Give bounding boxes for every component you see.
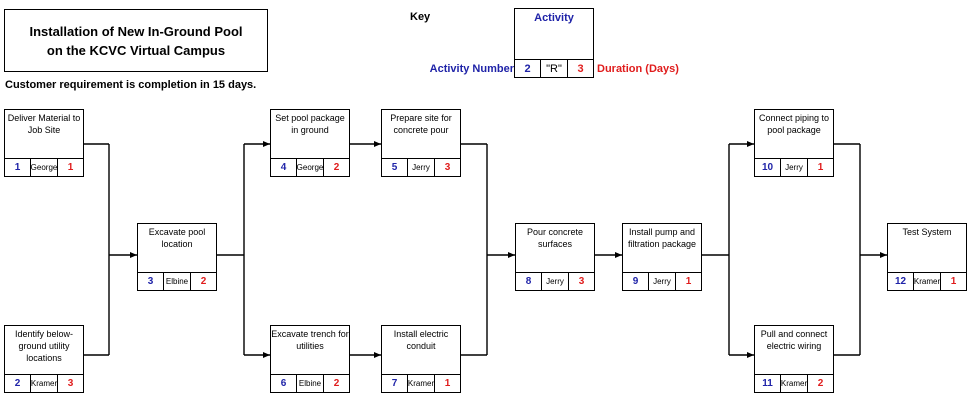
activity-resource: Elbine: [297, 375, 324, 392]
key-activity-number-label: Activity Number: [429, 63, 514, 75]
activity-number: 1: [5, 159, 31, 176]
activity-description: Excavate pool location: [148, 227, 206, 249]
activity-description: Excavate trench for utilities: [271, 329, 349, 351]
activity-resource: Kramer: [781, 375, 808, 392]
key-example-number: 2: [515, 60, 541, 77]
activity-description: Pour concrete surfaces: [526, 227, 584, 249]
activity-description: Install electric conduit: [393, 329, 449, 351]
activity-description: Connect piping to pool package: [758, 113, 830, 135]
activity-resource: George: [31, 159, 58, 176]
activity-number: 12: [888, 273, 914, 290]
customer-requirement: Customer requirement is completion in 15…: [5, 79, 257, 91]
activity-duration: 1: [950, 276, 957, 287]
activity-node: Test System 12 Kramer 1: [887, 223, 967, 291]
activity-resource: George: [297, 159, 324, 176]
activity-resource: Jerry: [408, 159, 435, 176]
activity-duration: 2: [333, 162, 340, 173]
key-activity-label: Activity: [534, 12, 574, 24]
activity-description: Install pump and filtration package: [627, 227, 697, 249]
activity-resource: Kramer: [408, 375, 435, 392]
activity-number: 10: [755, 159, 781, 176]
key-example-resource: "R": [541, 60, 568, 77]
activity-node: Excavate pool location 3 Elbine 2: [137, 223, 217, 291]
activity-node: Prepare site for concrete pour 5 Jerry 3: [381, 109, 461, 177]
activity-description: Pull and connect electric wiring: [760, 329, 828, 351]
activity-resource: Jerry: [649, 273, 676, 290]
activity-node: Deliver Material to Job Site 1 George 1: [4, 109, 84, 177]
activity-description: Identify below-ground utility locations: [14, 329, 74, 363]
activity-description: Test System: [902, 227, 952, 237]
activity-duration: 1: [67, 162, 74, 173]
diagram-title-box: Installation of New In-Ground Pool on th…: [4, 9, 268, 72]
activity-description: Prepare site for concrete pour: [390, 113, 452, 135]
key-duration-label: Duration (Days): [597, 63, 679, 75]
activity-number: 7: [382, 375, 408, 392]
activity-duration: 1: [685, 276, 692, 287]
activity-node: Install pump and filtration package 9 Jer…: [622, 223, 702, 291]
activity-resource: Kramer: [914, 273, 941, 290]
activity-node: Pour concrete surfaces 8 Jerry 3: [515, 223, 595, 291]
activity-description: Set pool package in ground: [275, 113, 345, 135]
activity-duration: 3: [67, 378, 74, 389]
activity-number: 9: [623, 273, 649, 290]
activity-duration: 2: [817, 378, 824, 389]
activity-number: 11: [755, 375, 781, 392]
activity-resource: Jerry: [781, 159, 808, 176]
activity-duration: 3: [444, 162, 451, 173]
activity-resource: Jerry: [542, 273, 569, 290]
activity-node: Excavate trench for utilities 6 Elbine 2: [270, 325, 350, 393]
activity-node: Set pool package in ground 4 George 2: [270, 109, 350, 177]
diagram-title-line1: Installation of New In-Ground Pool: [29, 23, 243, 39]
activity-description: Deliver Material to Job Site: [7, 113, 81, 135]
activity-number: 5: [382, 159, 408, 176]
activity-node: Pull and connect electric wiring 11 Krame…: [754, 325, 834, 393]
activity-duration: 2: [333, 378, 340, 389]
activity-resource: Kramer: [31, 375, 58, 392]
activity-duration: 1: [817, 162, 824, 173]
activity-duration: 2: [200, 276, 207, 287]
activity-node: Identify below-ground utility locations …: [4, 325, 84, 393]
activity-duration: 3: [578, 276, 585, 287]
activity-node: Connect piping to pool package 10 Jerry 1: [754, 109, 834, 177]
activity-number: 3: [138, 273, 164, 290]
diagram-title-line2: on the KCVC Virtual Campus: [46, 42, 226, 58]
activity-number: 2: [5, 375, 31, 392]
key-example-duration: 3: [577, 62, 584, 75]
activity-duration: 1: [444, 378, 451, 389]
activity-number: 6: [271, 375, 297, 392]
activity-resource: Elbine: [164, 273, 191, 290]
activity-node: Install electric conduit 7 Kramer 1: [381, 325, 461, 393]
activity-number: 8: [516, 273, 542, 290]
key-label: Key: [410, 11, 431, 23]
activity-number: 4: [271, 159, 297, 176]
key-activity-row: 2 "R" 3: [514, 59, 594, 78]
